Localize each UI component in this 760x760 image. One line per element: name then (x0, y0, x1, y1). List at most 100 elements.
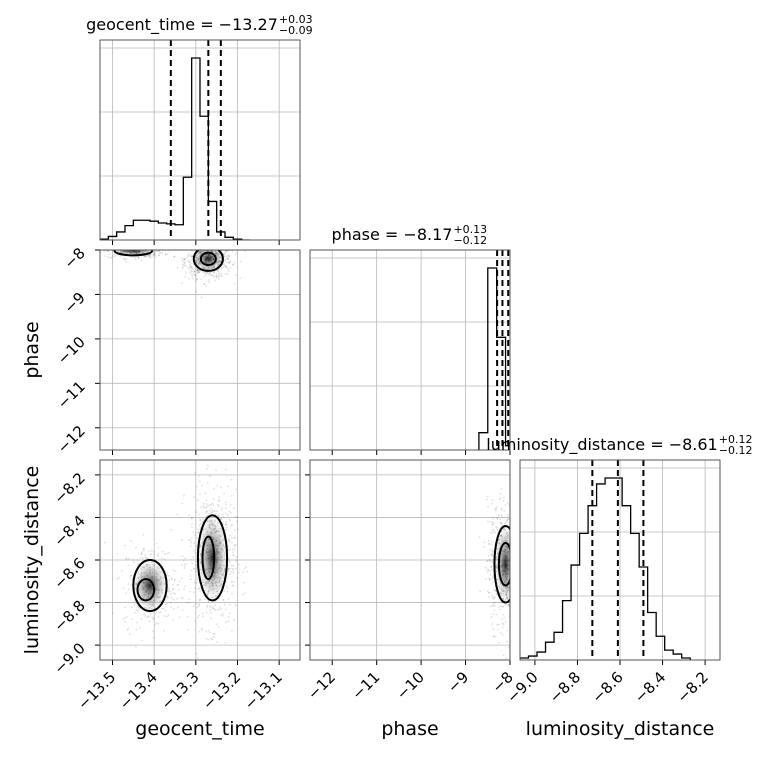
sample-point (511, 592, 513, 594)
sample-point (227, 258, 230, 260)
sample-point (229, 266, 232, 269)
sample-point (205, 255, 208, 258)
sample-point (205, 499, 208, 502)
sample-point (146, 585, 148, 588)
sample-point (505, 592, 508, 594)
sample-point (219, 535, 222, 538)
sample-point (211, 236, 213, 238)
sample-point (124, 250, 127, 253)
sample-point (190, 248, 192, 250)
sample-point (162, 629, 165, 632)
sample-point (183, 567, 186, 569)
sample-point (514, 578, 516, 580)
sample-point (497, 585, 500, 588)
sample-point (150, 245, 152, 247)
sample-point (504, 522, 506, 525)
sample-point (223, 568, 226, 570)
sample-point (126, 248, 128, 250)
sample-point (137, 256, 140, 259)
sample-point (489, 560, 492, 563)
sample-point (194, 567, 196, 570)
sample-point (152, 550, 155, 553)
sample-point (213, 577, 215, 580)
sample-point (229, 260, 232, 262)
sample-point (239, 260, 242, 263)
sample-point (505, 545, 507, 548)
sample-point (196, 656, 199, 659)
sample-point (204, 259, 207, 262)
sample-point (505, 557, 508, 559)
sample-point (167, 574, 170, 577)
sample-point (225, 523, 228, 526)
sample-point (144, 585, 147, 588)
sample-point (103, 255, 106, 258)
sample-point (124, 247, 126, 249)
sample-point (129, 250, 131, 253)
x-tick-label: −11 (348, 668, 383, 703)
sample-point (221, 614, 224, 617)
sample-point (201, 578, 204, 581)
sample-point (222, 574, 225, 577)
sample-point (211, 585, 214, 588)
sample-point (136, 609, 139, 612)
sample-point (212, 576, 215, 579)
sample-point (488, 577, 491, 580)
sample-point (214, 568, 217, 571)
sample-point (132, 246, 134, 248)
sample-point (505, 564, 508, 567)
sample-point (515, 573, 517, 575)
sample-point (217, 246, 219, 248)
sample-point (518, 569, 520, 571)
sample-point (488, 549, 491, 552)
sample-point (151, 603, 154, 606)
sample-point (226, 590, 229, 593)
sample-point (134, 245, 136, 247)
sample-point (129, 252, 131, 255)
sample-point (222, 246, 224, 248)
sample-point (141, 251, 144, 254)
sample-point (489, 569, 492, 572)
sample-point (212, 258, 215, 260)
sample-point (526, 588, 528, 590)
sample-point (223, 569, 226, 572)
sample-point (121, 250, 123, 252)
sample-point (210, 273, 212, 276)
sample-point (137, 257, 140, 259)
sample-point (202, 250, 204, 253)
sample-point (505, 566, 508, 569)
sample-point (108, 253, 111, 255)
sample-point (210, 246, 212, 248)
sample-point (517, 554, 519, 556)
sample-point (510, 656, 512, 658)
sample-point (177, 589, 180, 591)
sample-point (189, 244, 191, 246)
sample-point (197, 528, 199, 531)
sample-point (202, 266, 205, 269)
sample-point (213, 265, 216, 268)
sample-point (113, 253, 116, 256)
sample-point (206, 594, 209, 597)
sample-point (207, 600, 210, 603)
sample-point (173, 255, 176, 258)
sample-point (157, 553, 159, 556)
sample-point (207, 638, 210, 641)
sample-point (143, 566, 146, 569)
sample-point (122, 250, 125, 253)
sample-point (211, 511, 214, 514)
sample-point (194, 237, 196, 239)
sample-point (500, 594, 503, 597)
sample-point (149, 253, 152, 256)
sample-point (130, 606, 133, 609)
sample-point (207, 590, 210, 593)
sample-point (499, 608, 502, 611)
sample-point (156, 565, 159, 568)
sample-point (142, 548, 145, 550)
sample-point (220, 547, 223, 550)
sample-point (515, 556, 517, 558)
sample-point (129, 247, 131, 249)
sample-point (514, 507, 516, 509)
sample-point (208, 572, 211, 575)
sample-point (198, 271, 201, 273)
sample-point (210, 259, 212, 262)
